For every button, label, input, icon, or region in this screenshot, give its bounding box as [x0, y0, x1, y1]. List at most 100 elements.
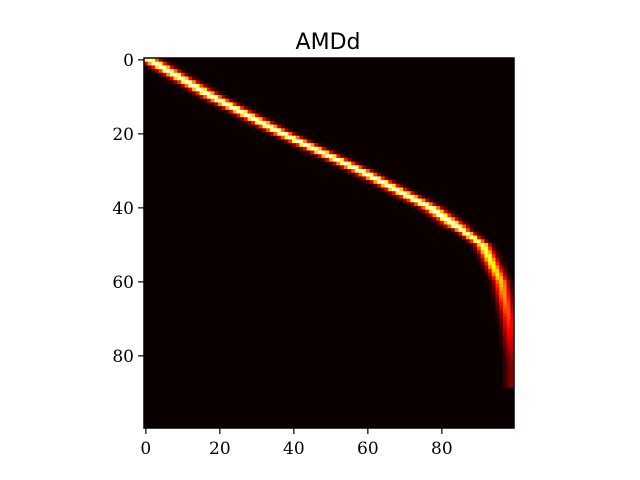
- heatmap-cell: [184, 80, 189, 85]
- heatmap-cell: [203, 95, 208, 100]
- heatmap-cell: [425, 202, 430, 207]
- heatmap-cell: [358, 165, 363, 170]
- heatmap-cell: [232, 106, 237, 111]
- heatmap-cell: [506, 357, 511, 362]
- heatmap-cell: [236, 106, 241, 111]
- heatmap-cell: [488, 265, 493, 270]
- heatmap-cell: [181, 69, 186, 74]
- heatmap-cell: [506, 365, 511, 370]
- heatmap-cell: [336, 154, 341, 159]
- heatmap-cell: [447, 220, 452, 225]
- heatmap-cell: [406, 202, 411, 207]
- heatmap-cell: [358, 161, 363, 166]
- heatmap-cell: [499, 254, 504, 259]
- heatmap-cell: [347, 169, 352, 174]
- heatmap-cell: [284, 135, 289, 140]
- heatmap-cell: [362, 180, 367, 185]
- heatmap-cell: [273, 120, 278, 125]
- heatmap-cell: [262, 120, 267, 125]
- heatmap-cell: [502, 268, 507, 273]
- heatmap-cell: [369, 176, 374, 181]
- heatmap-cell: [173, 80, 178, 85]
- heatmap-cell: [173, 72, 178, 77]
- heatmap-cell: [384, 183, 389, 188]
- heatmap-cell: [432, 220, 437, 225]
- heatmap-cell: [188, 91, 193, 96]
- heatmap-cell: [295, 139, 300, 144]
- heatmap-cell: [414, 191, 419, 196]
- heatmap-cell: [510, 361, 515, 366]
- heatmap-cell: [336, 165, 341, 170]
- heatmap-cell: [499, 339, 504, 344]
- heatmap-cell: [499, 328, 504, 333]
- heatmap-cell: [506, 320, 511, 325]
- heatmap-cell: [310, 154, 315, 159]
- heatmap-cell: [491, 268, 496, 273]
- heatmap-cell: [347, 165, 352, 170]
- heatmap-cell: [173, 65, 178, 70]
- heatmap-cell: [251, 113, 256, 118]
- heatmap-cell: [495, 302, 500, 307]
- heatmap-cell: [484, 261, 489, 266]
- heatmap-cell: [428, 209, 433, 214]
- heatmap-cell: [166, 76, 171, 81]
- heatmap-cell: [480, 250, 485, 255]
- heatmap-cell: [477, 235, 482, 240]
- heatmap-cell: [229, 109, 234, 114]
- heatmap-cell: [506, 309, 511, 314]
- heatmap-cell: [510, 309, 515, 314]
- heatmap-cell: [495, 261, 500, 266]
- heatmap-cell: [255, 113, 260, 118]
- heatmap-cell: [395, 187, 400, 192]
- heatmap-cell: [155, 58, 160, 63]
- heatmap-cell: [280, 139, 285, 144]
- heatmap-cell: [177, 76, 182, 81]
- heatmap-cell: [317, 146, 322, 151]
- heatmap-cell: [192, 91, 197, 96]
- heatmap-cell: [495, 287, 500, 292]
- heatmap-cell: [488, 276, 493, 281]
- heatmap-cell: [214, 98, 219, 103]
- heatmap-cell: [218, 106, 223, 111]
- heatmap-cell: [480, 254, 485, 259]
- heatmap-cell: [303, 146, 308, 151]
- heatmap-cell: [428, 217, 433, 222]
- heatmap-cell: [510, 339, 515, 344]
- heatmap-cell: [502, 368, 507, 373]
- heatmap-cell: [236, 109, 241, 114]
- heatmap-cell: [443, 220, 448, 225]
- heatmap-cell: [351, 157, 356, 162]
- heatmap-cell: [502, 272, 507, 277]
- heatmap-cell: [273, 132, 278, 137]
- heatmap-cell: [166, 69, 171, 74]
- heatmap-cell: [280, 124, 285, 129]
- heatmap-cell: [510, 317, 515, 322]
- heatmap-cell: [214, 102, 219, 107]
- chart-title: AMDd: [296, 30, 361, 55]
- heatmap-cell: [343, 165, 348, 170]
- heatmap-cell: [510, 383, 515, 388]
- heatmap-cell: [499, 261, 504, 266]
- heatmap-cell: [266, 124, 271, 129]
- heatmap-cell: [288, 132, 293, 137]
- heatmap-cell: [477, 231, 482, 236]
- heatmap-cell: [469, 231, 474, 236]
- heatmap-cell: [321, 150, 326, 155]
- heatmap-cell: [451, 228, 456, 233]
- heatmap-cell: [181, 72, 186, 77]
- heatmap-cell: [502, 317, 507, 322]
- heatmap-cell: [225, 98, 230, 103]
- heatmap-cell: [292, 139, 297, 144]
- heatmap-cell: [414, 198, 419, 203]
- heatmap-cell: [499, 317, 504, 322]
- heatmap-cell: [495, 291, 500, 296]
- heatmap-cell: [340, 161, 345, 166]
- heatmap-cell: [262, 117, 267, 122]
- heatmap-cell: [506, 331, 511, 336]
- heatmap-cell: [473, 254, 478, 259]
- heatmap-cell: [484, 246, 489, 251]
- heatmap-cell: [488, 280, 493, 285]
- heatmap-cell: [232, 113, 237, 118]
- heatmap-cell: [151, 61, 156, 66]
- heatmap-cell: [414, 202, 419, 207]
